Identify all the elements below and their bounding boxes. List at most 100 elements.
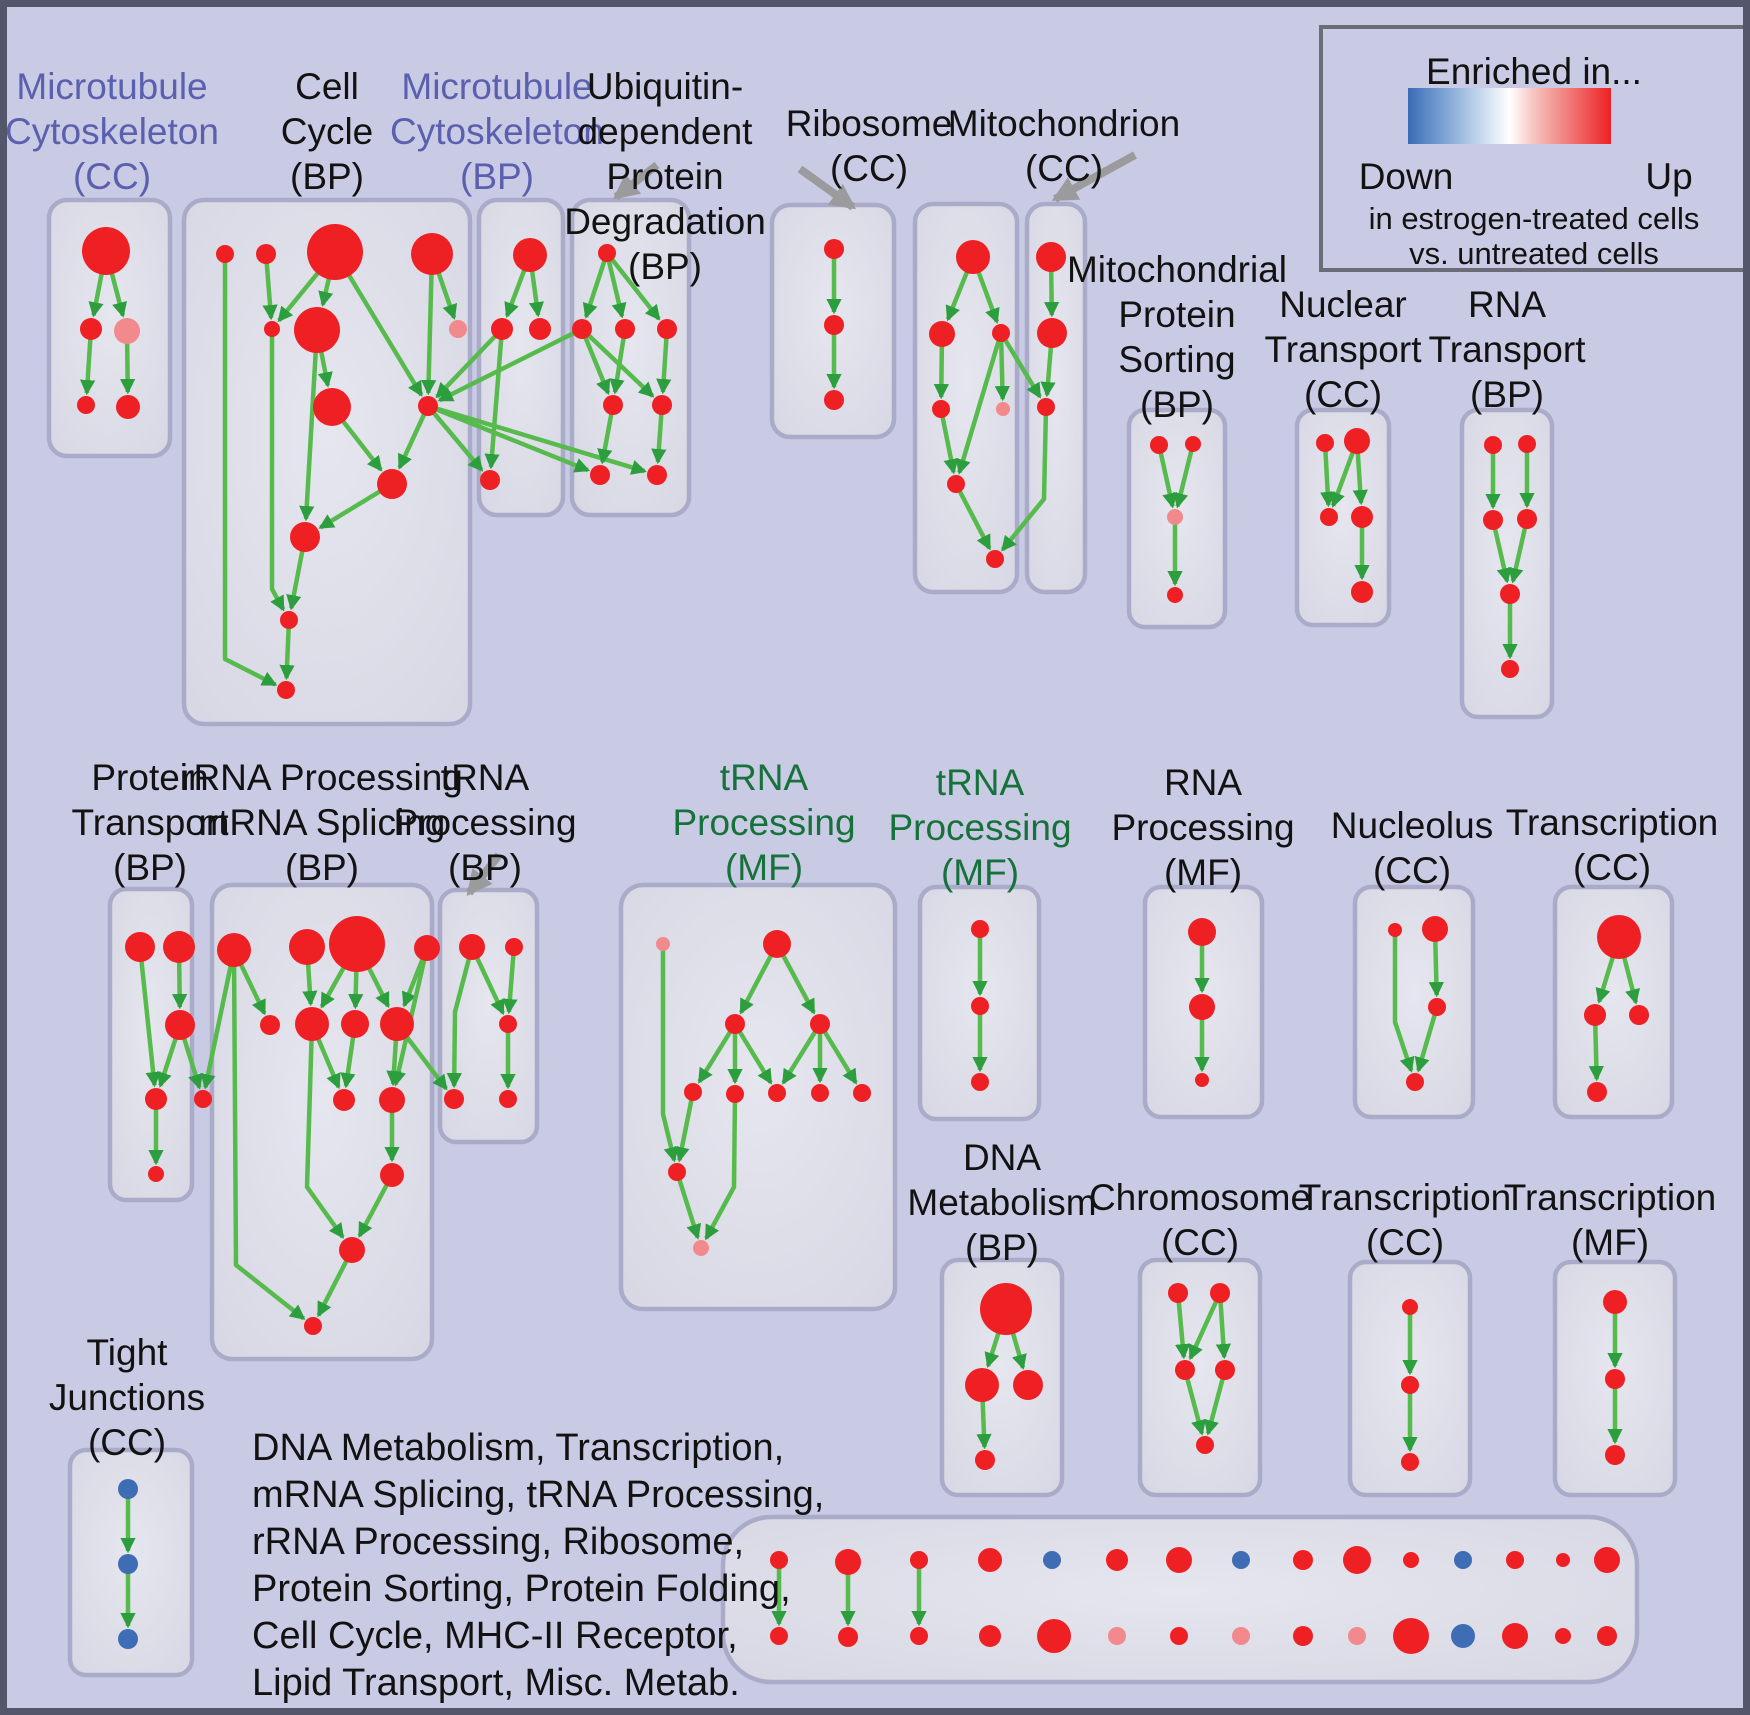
label-line: (CC) bbox=[1303, 374, 1383, 415]
label-line: (BP) bbox=[628, 246, 702, 287]
gene-node-b10-red bbox=[377, 469, 407, 499]
gene-node-k2-red bbox=[1518, 435, 1536, 453]
label-line: (MF) bbox=[940, 852, 1020, 893]
gene-node-o11-pink bbox=[693, 1240, 709, 1256]
gene-node-b9-red bbox=[418, 396, 438, 416]
label-line: Processing bbox=[672, 802, 856, 843]
label-line: (BP) bbox=[285, 847, 359, 888]
gene-node-j1-red bbox=[1316, 434, 1334, 452]
gene-node-c3-red bbox=[529, 318, 551, 340]
label-line: (MF) bbox=[1163, 852, 1243, 893]
label-line: RNA bbox=[1163, 762, 1243, 803]
cluster-box-rna-transport bbox=[1459, 407, 1555, 720]
gene-node-m7-red bbox=[341, 1010, 369, 1038]
gene-node-i4-red bbox=[1167, 587, 1183, 603]
label-line: (CC) bbox=[1372, 850, 1452, 891]
gene-node-y9t-red bbox=[1293, 1550, 1313, 1570]
label-transcription-mf: Transcription (MF) bbox=[1504, 1175, 1716, 1265]
legend-down-label: Down bbox=[1358, 156, 1454, 197]
gene-node-y10b-pink bbox=[1348, 1627, 1366, 1645]
gene-node-f3-red bbox=[824, 390, 844, 410]
edge-b2-b5 bbox=[262, 253, 278, 321]
gene-node-b13-red bbox=[277, 681, 295, 699]
edge-g3-g5 bbox=[994, 332, 1011, 402]
gene-node-y4t-red bbox=[978, 1548, 1002, 1572]
label-line: DNA bbox=[962, 1137, 1042, 1178]
edge-c2-c4 bbox=[484, 328, 505, 470]
edge-b6-b11 bbox=[299, 329, 320, 522]
label-line: (BP) bbox=[448, 847, 522, 888]
edge-m1-m13 bbox=[231, 949, 306, 1321]
label-pointer-arrow-4 bbox=[465, 852, 503, 897]
gene-node-y11b-red bbox=[1393, 1618, 1429, 1654]
gene-node-y14b-red bbox=[1555, 1628, 1571, 1644]
summary-note-text: DNA Metabolism, Transcription, mRNA Splic… bbox=[252, 1425, 824, 1707]
label-line: (CC) bbox=[87, 1422, 167, 1463]
label-line: (CC) bbox=[829, 148, 909, 189]
edge-k3-k5 bbox=[1490, 519, 1512, 584]
gene-node-y13b-red bbox=[1502, 1623, 1528, 1649]
label-line: Ubiquitin- bbox=[586, 66, 744, 107]
edge-d2a-d3b bbox=[580, 327, 655, 398]
gene-node-v3-red bbox=[1401, 1453, 1419, 1471]
label-line: Mitochondrion bbox=[947, 103, 1181, 144]
gene-node-o4-red bbox=[810, 1014, 830, 1034]
label-line: Cell bbox=[295, 66, 359, 107]
gene-node-b11-red bbox=[290, 522, 320, 552]
gene-node-y11t-red bbox=[1403, 1552, 1419, 1568]
label-line: (BP) bbox=[290, 156, 364, 197]
edge-o4-o9 bbox=[818, 1022, 858, 1085]
label-line: (BP) bbox=[965, 1227, 1039, 1268]
gene-node-y9b-red bbox=[1293, 1626, 1313, 1646]
label-line: dependent bbox=[577, 111, 753, 152]
gene-node-u2-red bbox=[1210, 1283, 1230, 1303]
label-line: (BP) bbox=[459, 156, 534, 197]
label-line: Transcription bbox=[1503, 1177, 1717, 1218]
gene-node-a5-red bbox=[116, 395, 140, 419]
label-line: Microtubule bbox=[16, 66, 208, 107]
gene-node-s3-red bbox=[1629, 1005, 1649, 1025]
gene-node-g2-red bbox=[929, 321, 955, 347]
note-line: mRNA Splicing, tRNA Processing, bbox=[252, 1474, 825, 1516]
label-line: (CC) bbox=[72, 156, 152, 197]
gene-node-r1-red bbox=[1388, 923, 1402, 937]
label-line: (BP) bbox=[1470, 374, 1544, 415]
gene-node-u1-red bbox=[1168, 1283, 1188, 1303]
edge-u2-u3 bbox=[1188, 1292, 1223, 1361]
gene-node-b6-red bbox=[294, 307, 340, 353]
edge-o10-o11 bbox=[674, 1171, 702, 1240]
gene-node-y12b-blue bbox=[1451, 1624, 1475, 1648]
cluster-box-nuclear-transport bbox=[1294, 407, 1392, 628]
gene-node-n4-red bbox=[444, 1089, 464, 1109]
gene-node-h2-red bbox=[1037, 318, 1067, 348]
label-transcription-cc-bottom: Transcription (CC) bbox=[1299, 1175, 1511, 1265]
edge-g3-g6 bbox=[955, 332, 1004, 475]
label-line: Ribosome bbox=[785, 103, 953, 144]
gene-node-u3-red bbox=[1175, 1360, 1195, 1380]
label-line: Transcription bbox=[1298, 1177, 1512, 1218]
edge-r1-r4 bbox=[1392, 930, 1415, 1073]
edge-o4-o7 bbox=[781, 1022, 822, 1085]
gene-node-l4-red bbox=[145, 1088, 167, 1110]
label-trna-processing-mf-2: tRNA Processing (MF) bbox=[888, 760, 1071, 895]
edge-m1-l5 bbox=[200, 949, 237, 1090]
gene-node-s2-red bbox=[1584, 1004, 1606, 1026]
legend-gradient-bar bbox=[1408, 88, 1611, 144]
gene-node-m13-red bbox=[304, 1317, 322, 1335]
label-line: Cytoskeleton bbox=[5, 111, 219, 152]
gene-node-y8t-blue bbox=[1232, 1551, 1250, 1569]
label-line: Metabolism bbox=[907, 1182, 1097, 1223]
label-line: Processing bbox=[888, 807, 1072, 848]
gene-node-t4-red bbox=[975, 1450, 995, 1470]
edge-n1-n4 bbox=[446, 946, 475, 1089]
gene-node-o9-red bbox=[853, 1084, 871, 1102]
label-line: Transcription bbox=[1505, 802, 1719, 843]
cluster-box-nucleolus bbox=[1352, 884, 1476, 1120]
gene-node-w3-red bbox=[1605, 1445, 1625, 1465]
label-microtubule-cytoskeleton-bp: Microtubule Cytoskeleton (BP) bbox=[390, 64, 604, 199]
gene-node-k5-red bbox=[1500, 584, 1520, 604]
gene-node-g5-pink bbox=[996, 402, 1010, 416]
gene-node-o2-red bbox=[763, 930, 791, 958]
gene-node-l2-red bbox=[163, 931, 195, 963]
gene-node-y5b-red bbox=[1037, 1619, 1071, 1653]
